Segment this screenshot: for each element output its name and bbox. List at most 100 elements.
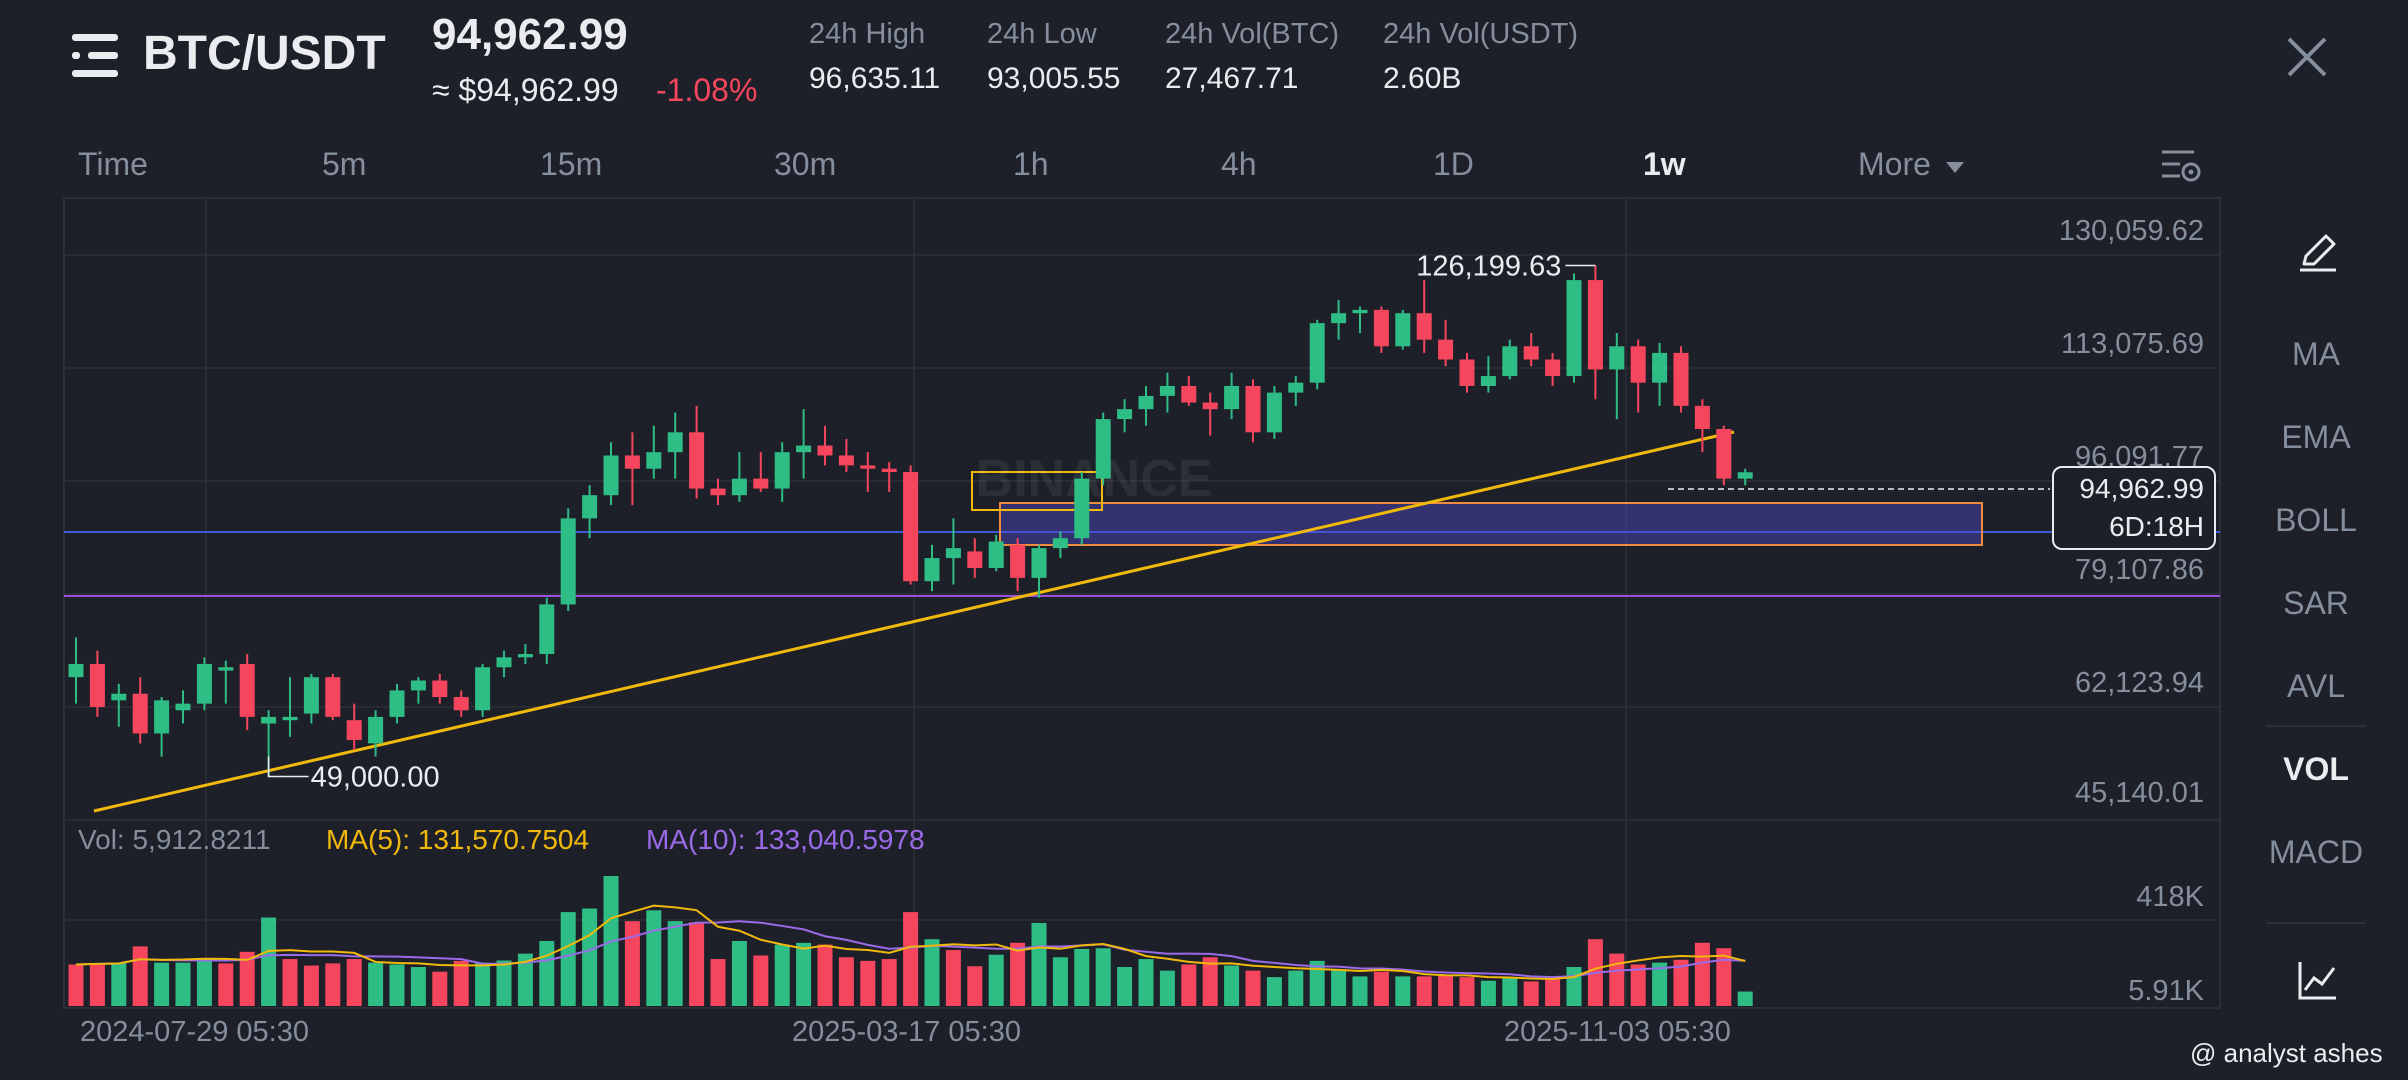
candle bbox=[368, 716, 384, 744]
candle bbox=[1523, 346, 1539, 360]
volume-bar bbox=[1673, 959, 1689, 1006]
chart-settings-icon[interactable] bbox=[2160, 146, 2202, 186]
volume-bar bbox=[774, 944, 790, 1006]
candle bbox=[1438, 339, 1454, 360]
volume-bar bbox=[1117, 967, 1133, 1006]
stat-value-24h-low: 93,005.55 bbox=[987, 62, 1121, 95]
highlight-box bbox=[971, 471, 1103, 511]
price-axis-label: 79,107.86 bbox=[2075, 554, 2204, 586]
more-dropdown[interactable]: More bbox=[1858, 146, 1966, 183]
high-low-markers: 126,199.63 49,000.00 bbox=[267, 251, 1596, 793]
candle bbox=[945, 548, 961, 559]
stat-label-24h-vol-usdt: 24h Vol(USDT) bbox=[1383, 18, 1579, 50]
volume-ma5-legend: MA(5): 131,570.7504 bbox=[326, 824, 590, 855]
candle bbox=[539, 604, 555, 655]
candle bbox=[988, 541, 1004, 568]
stat-value-24h-vol-btc: 27,467.71 bbox=[1165, 62, 1299, 95]
chart-trend-icon[interactable] bbox=[2296, 958, 2340, 1002]
indicator-boll[interactable]: BOLL bbox=[2275, 502, 2357, 538]
candle-countdown: 6D:18H bbox=[2109, 511, 2204, 542]
indicator-ma[interactable]: MA bbox=[2292, 336, 2340, 372]
volume-bar bbox=[282, 959, 298, 1006]
candle bbox=[1224, 385, 1240, 410]
volume-bar bbox=[154, 962, 170, 1006]
stat-value-24h-high: 96,635.11 bbox=[809, 62, 941, 95]
candle bbox=[731, 478, 747, 496]
candle bbox=[517, 654, 533, 658]
volume-bar bbox=[560, 912, 576, 1006]
volume-bar bbox=[1566, 967, 1582, 1006]
date-label: 2025-03-17 05:30 bbox=[792, 1016, 1021, 1048]
volume-bar bbox=[1523, 981, 1539, 1006]
volume-bar bbox=[817, 944, 833, 1006]
candle bbox=[111, 693, 127, 701]
stat-label-24h-vol-btc: 24h Vol(BTC) bbox=[1165, 18, 1340, 50]
volume-bar bbox=[1031, 922, 1047, 1006]
volume-bar bbox=[1181, 964, 1197, 1006]
date-label: 2025-11-03 05:30 bbox=[1504, 1016, 1731, 1048]
exchange-watermark: BINANCE bbox=[976, 450, 1213, 508]
price-axis-label: 130,059.62 bbox=[2059, 215, 2204, 247]
volume-bar bbox=[239, 951, 255, 1006]
close-icon[interactable] bbox=[2284, 34, 2330, 80]
candle bbox=[1138, 395, 1154, 410]
tab-30m[interactable]: 30m bbox=[774, 146, 837, 182]
tab-1w[interactable]: 1w bbox=[1643, 146, 1686, 182]
tab-time[interactable]: Time bbox=[78, 146, 148, 182]
candle bbox=[261, 716, 277, 724]
tab-1h[interactable]: 1h bbox=[1013, 146, 1049, 182]
candle bbox=[1459, 359, 1475, 386]
volume-bar bbox=[218, 963, 234, 1006]
low-marker-line bbox=[267, 756, 309, 778]
draw-pencil-icon[interactable] bbox=[2296, 230, 2340, 274]
volume-bar bbox=[1074, 948, 1090, 1006]
candle bbox=[1416, 313, 1432, 340]
volume-bar bbox=[1309, 960, 1325, 1006]
indicator-ema[interactable]: EMA bbox=[2281, 419, 2351, 455]
volume-bar bbox=[1095, 948, 1111, 1006]
current-price-label: 94,962.99 bbox=[2079, 473, 2204, 504]
volume-bar bbox=[753, 955, 769, 1006]
candle bbox=[132, 693, 148, 734]
stat-label-24h-high: 24h High bbox=[809, 18, 926, 50]
tab-4h[interactable]: 4h bbox=[1221, 146, 1257, 182]
volume-bar bbox=[389, 964, 405, 1006]
candle bbox=[453, 697, 469, 711]
candle bbox=[1352, 309, 1368, 314]
candle bbox=[646, 452, 662, 469]
volume-bars-group bbox=[68, 876, 1753, 1006]
volume-bar bbox=[1395, 976, 1411, 1006]
volume-bar bbox=[988, 954, 1004, 1006]
candle bbox=[282, 716, 298, 721]
volume-bar bbox=[453, 960, 469, 1006]
volume-bar bbox=[1480, 980, 1496, 1006]
tab-1d[interactable]: 1D bbox=[1433, 146, 1474, 182]
more-label: More bbox=[1858, 146, 1931, 182]
indicator-avl[interactable]: AVL bbox=[2286, 668, 2346, 704]
indicator-sar[interactable]: SAR bbox=[2283, 585, 2349, 621]
volume-bar bbox=[368, 962, 384, 1006]
candle bbox=[967, 551, 983, 568]
candle bbox=[389, 690, 405, 717]
chart-annotations: BINANCE bbox=[64, 430, 2220, 813]
indicator-vol[interactable]: VOL bbox=[2283, 751, 2349, 787]
volume-bar bbox=[838, 957, 854, 1006]
candle bbox=[196, 663, 212, 704]
candle bbox=[303, 677, 319, 714]
candle bbox=[1652, 352, 1668, 383]
tab-5m[interactable]: 5m bbox=[322, 146, 367, 182]
volume-bar bbox=[1266, 977, 1282, 1006]
volume-bar bbox=[945, 950, 961, 1006]
indicator-macd[interactable]: MACD bbox=[2268, 834, 2364, 870]
volume-bar bbox=[517, 953, 533, 1006]
menu-icon[interactable] bbox=[72, 34, 122, 78]
volume-bar bbox=[261, 917, 277, 1006]
trading-pair-title[interactable]: BTC/USDT bbox=[143, 27, 386, 80]
price-axis: 130,059.62113,075.6996,091.7779,107.8662… bbox=[2059, 215, 2205, 1007]
candle bbox=[239, 663, 255, 717]
price-change: -1.08% bbox=[656, 72, 758, 108]
tab-15m[interactable]: 15m bbox=[540, 146, 603, 182]
volume-bar bbox=[496, 960, 512, 1006]
candle bbox=[175, 703, 191, 711]
